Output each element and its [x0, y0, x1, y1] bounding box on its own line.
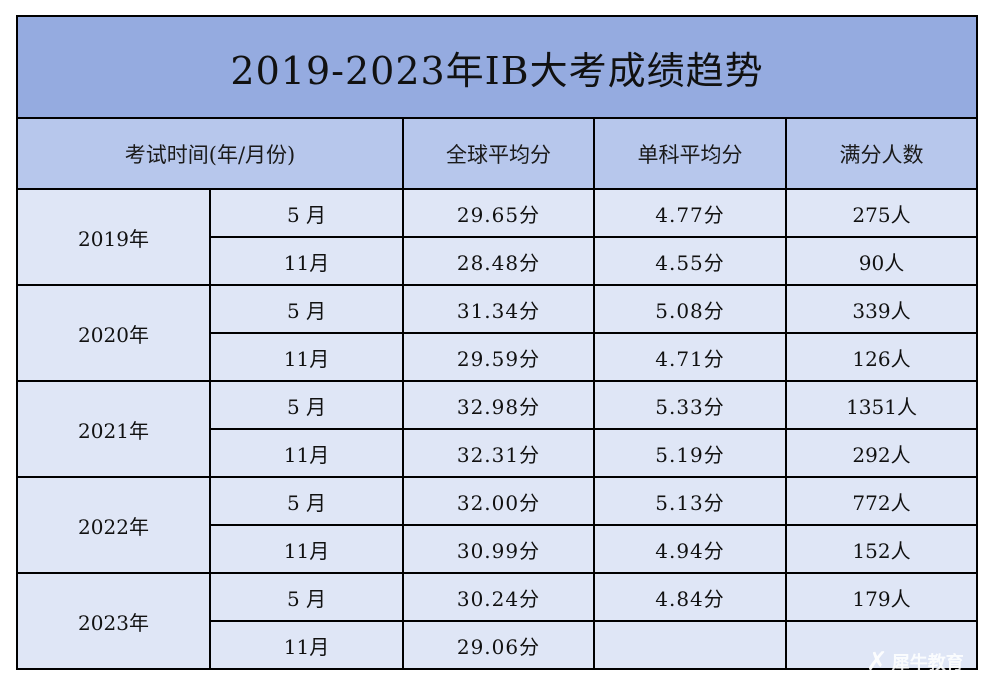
- year-cell: 2021年: [16, 380, 211, 478]
- year-cell: 2020年: [16, 284, 211, 382]
- full-score-cell: 275人: [784, 188, 979, 238]
- rhino-logo-icon: ✗: [866, 647, 888, 677]
- global-average-cell: 30.99分: [402, 524, 595, 574]
- ib-score-table: 2019-2023年IB大考成绩趋势 考试时间(年/月份) 全球平均分 单科平均…: [15, 15, 979, 670]
- watermark: ✗ 犀牛教育: [866, 644, 986, 680]
- month-cell: 11月: [209, 428, 404, 478]
- header-global-average: 全球平均分: [402, 117, 595, 190]
- full-score-cell: 292人: [784, 428, 979, 478]
- score-table-container: 2019-2023年IB大考成绩趋势 考试时间(年/月份) 全球平均分 单科平均…: [15, 15, 979, 670]
- table-row: 11月 28.48分 4.55分 90人: [17, 236, 979, 286]
- full-score-cell: 152人: [784, 524, 979, 574]
- subject-average-cell: 4.71分: [593, 332, 787, 382]
- full-score-cell: 1351人: [784, 380, 979, 430]
- global-average-cell: 29.65分: [402, 188, 595, 238]
- year-cell: 2019年: [16, 188, 211, 286]
- table-row: 11月 30.99分 4.94分 152人: [17, 524, 979, 574]
- subject-average-cell: 5.13分: [593, 476, 787, 526]
- global-average-cell: 29.06分: [402, 620, 595, 670]
- month-cell: 5 月: [209, 284, 404, 334]
- table-row: 2020年 5 月 31.34分 5.08分 339人: [16, 284, 979, 382]
- subject-average-cell: 5.19分: [593, 428, 787, 478]
- full-score-cell: 179人: [784, 572, 979, 622]
- subject-average-cell: 4.84分: [593, 572, 787, 622]
- subject-average-cell: 4.77分: [593, 188, 787, 238]
- month-cell: 11月: [209, 620, 404, 670]
- month-cell: 11月: [209, 332, 404, 382]
- global-average-cell: 28.48分: [402, 236, 595, 286]
- table-row: 11月 32.31分 5.19分 292人: [17, 428, 979, 478]
- table-row: 2023年 5 月 30.24分 4.84分 179人: [16, 572, 979, 670]
- subject-average-cell: 5.08分: [593, 284, 787, 334]
- year-cell: 2023年: [16, 572, 211, 670]
- month-cell: 5 月: [209, 380, 404, 430]
- full-score-cell: 772人: [784, 476, 979, 526]
- global-average-cell: 32.00分: [402, 476, 595, 526]
- subject-average-cell: 4.55分: [593, 236, 787, 286]
- global-average-cell: 31.34分: [402, 284, 595, 334]
- title-row: 2019-2023年IB大考成绩趋势: [15, 15, 979, 119]
- table-row: 2021年 5 月 32.98分 5.33分 1351人: [16, 380, 979, 478]
- full-score-cell: 90人: [784, 236, 979, 286]
- subject-average-cell: 4.94分: [593, 524, 787, 574]
- header-row: 考试时间(年/月份) 全球平均分 单科平均分 满分人数: [16, 117, 979, 190]
- table-row: 11月 29.59分 4.71分 126人: [17, 332, 979, 382]
- header-subject-average: 单科平均分: [593, 117, 787, 190]
- month-cell: 5 月: [209, 572, 404, 622]
- table-row: 11月 29.06分: [17, 620, 979, 670]
- table-row: 2022年 5 月 32.00分 5.13分 772人: [16, 476, 979, 574]
- subject-average-cell: [593, 620, 787, 670]
- header-full-score-count: 满分人数: [784, 117, 979, 190]
- global-average-cell: 30.24分: [402, 572, 595, 622]
- header-exam-time: 考试时间(年/月份): [16, 117, 404, 190]
- month-cell: 11月: [209, 236, 404, 286]
- year-cell: 2022年: [16, 476, 211, 574]
- watermark-text: 犀牛教育: [891, 653, 964, 674]
- global-average-cell: 32.31分: [402, 428, 595, 478]
- full-score-cell: 339人: [784, 284, 979, 334]
- subject-average-cell: 5.33分: [593, 380, 787, 430]
- month-cell: 11月: [209, 524, 404, 574]
- full-score-cell: [784, 620, 979, 670]
- month-cell: 5 月: [209, 188, 404, 238]
- month-cell: 5 月: [209, 476, 404, 526]
- full-score-cell: 126人: [784, 332, 979, 382]
- global-average-cell: 29.59分: [402, 332, 595, 382]
- global-average-cell: 32.98分: [402, 380, 595, 430]
- table-row: 2019年 5 月 29.65分 4.77分 275人: [16, 188, 979, 286]
- table-title: 2019-2023年IB大考成绩趋势: [15, 15, 979, 119]
